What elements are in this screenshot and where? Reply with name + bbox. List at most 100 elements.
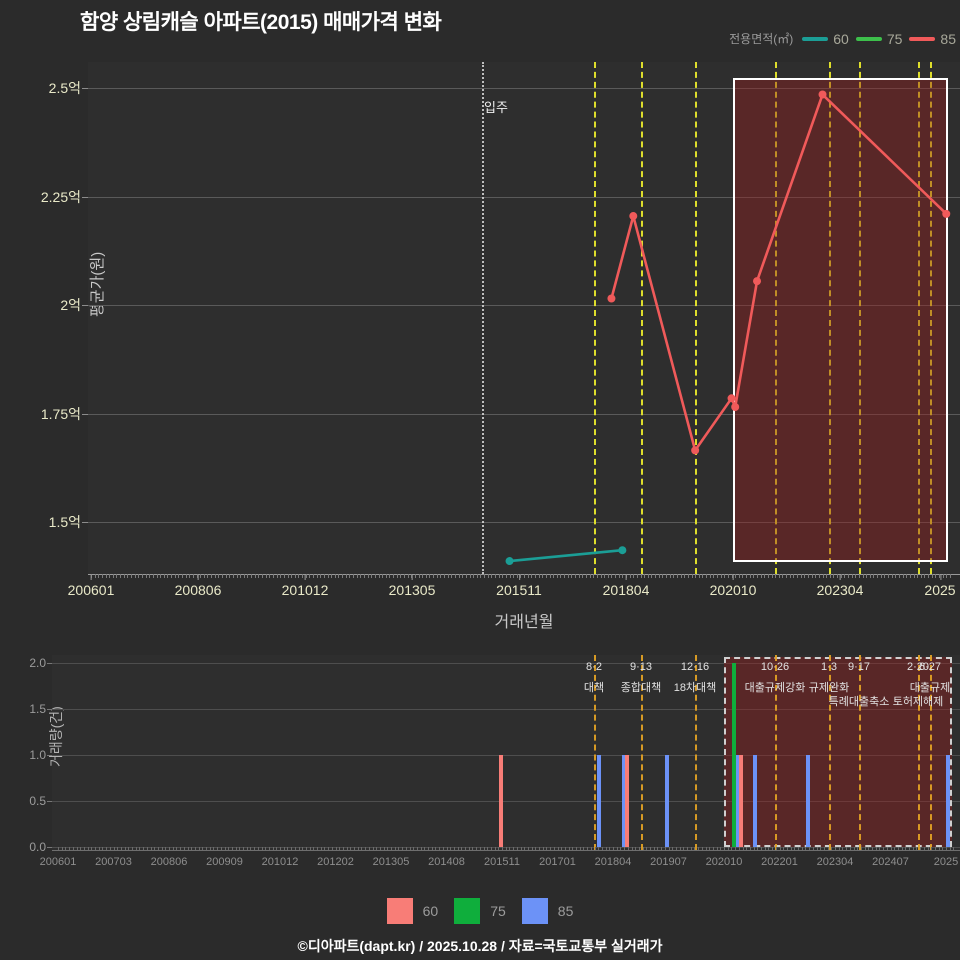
legend-swatch-60 (386, 898, 413, 924)
bottom-legend-item-60[interactable]: 60 (386, 898, 438, 924)
volume-x-tick: 201907 (650, 856, 687, 868)
volume-x-tick: 202407 (872, 856, 909, 868)
volume-bar[interactable] (625, 755, 629, 847)
price-y-tick: 2억 (60, 295, 88, 315)
top-legend-item-85[interactable]: 85 (909, 31, 956, 47)
price-x-minor-ticks (88, 574, 960, 578)
policy-vline-vol-6-27 (930, 655, 932, 850)
footer-credit: ©디아파트(dapt.kr) / 2025.10.28 / 자료=국토교통부 실… (297, 938, 663, 954)
price-y-tick: 2.5억 (49, 78, 89, 98)
volume-x-tick: 201511 (484, 856, 520, 868)
volume-x-tick: 201804 (594, 856, 632, 868)
volume-y-tick: 1.5 (29, 702, 52, 716)
policy-name-2-20: 토허제해제 (892, 696, 944, 708)
policy-date-8-2: 8·2 (586, 661, 602, 673)
policy-name-1-3: 규제완화 (808, 682, 850, 694)
volume-bar[interactable] (739, 755, 743, 847)
volume-bar[interactable] (665, 755, 669, 847)
volume-bar[interactable] (499, 755, 503, 847)
volume-bar[interactable] (732, 663, 736, 847)
volume-x-tick: 202010 (705, 856, 743, 868)
volume-bar[interactable] (946, 755, 950, 847)
price-point-85[interactable] (691, 446, 700, 455)
price-gridline (88, 522, 960, 523)
price-gridline (88, 88, 960, 89)
top-legend: 전용면적(㎡) 60 75 85 (729, 30, 956, 47)
price-y-tick: 1.5억 (49, 512, 89, 532)
price-series-svg (505, 90, 951, 566)
price-point-85[interactable] (731, 402, 740, 411)
volume-x-tick: 202304 (816, 856, 854, 868)
volume-y-tick: 0.0 (29, 840, 52, 854)
price-chart-plot-area: 평균가(원) 2.5억 2.25억 2억 1.75억 1.5억 입주 (41, 62, 960, 574)
volume-x-tick: 201305 (372, 856, 410, 868)
price-point-85[interactable] (629, 212, 638, 221)
price-point-85[interactable] (753, 277, 762, 286)
policy-vline-9-13 (641, 62, 643, 574)
volume-x-tick: 201012 (261, 856, 299, 868)
volume-bar[interactable] (753, 755, 757, 847)
price-x-axis-label: 거래년월 (494, 614, 554, 631)
move-in-annotation: 입주 (484, 100, 508, 115)
volume-gridline (52, 663, 960, 664)
top-legend-item-60[interactable]: 60 (802, 31, 849, 47)
legend-swatch-75 (454, 898, 481, 924)
price-x-axis-line (88, 574, 960, 575)
price-gridline (88, 305, 960, 306)
policy-vline-2-20 (918, 62, 920, 574)
price-x-tick: 200601 (67, 574, 115, 598)
bottom-legend-item-75[interactable]: 75 (454, 898, 506, 924)
price-point-85[interactable] (607, 294, 616, 303)
top-legend-label-85: 85 (940, 30, 956, 47)
legend-line-60 (802, 36, 829, 41)
legend-swatch-85 (521, 898, 548, 924)
price-x-tick: 201305 (388, 574, 436, 598)
policy-vline-vol-9-17 (859, 655, 861, 850)
policy-date-10-26: 10·26 (760, 661, 790, 673)
policy-vline-12-16 (695, 62, 697, 574)
volume-y-tick: 0.5 (29, 794, 52, 808)
volume-gridline (52, 801, 960, 802)
price-gridline (88, 413, 960, 415)
volume-x-tick: 201408 (428, 856, 465, 868)
legend-line-85 (909, 36, 936, 41)
price-x-tick: 200806 (174, 574, 222, 598)
policy-date-9-13: 9·13 (629, 661, 653, 673)
volume-bar[interactable] (622, 755, 626, 847)
volume-bar[interactable] (736, 755, 740, 847)
volume-bar[interactable] (597, 755, 601, 847)
volume-chart-plot-area: 거래량(건) 2.0 1.5 1.0 0.5 0.0 8·2 대책 9·13 종합대책 12·1… (29, 655, 960, 854)
price-point-85[interactable] (942, 209, 951, 218)
price-point-85[interactable] (727, 394, 736, 403)
bottom-legend-label-75: 75 (490, 903, 506, 919)
volume-gridline (52, 709, 960, 710)
volume-x-tick: 201202 (317, 856, 354, 868)
price-x-tick: 202010 (709, 574, 757, 598)
page-title: 함양 상림캐슬 아파트(2015) 매매가격 변화 (80, 11, 442, 34)
policy-vline-vol-2-20 (918, 655, 920, 850)
top-legend-label-60: 60 (833, 30, 849, 47)
policy-vline-vol-1-3 (829, 655, 831, 850)
policy-vline-10-26 (775, 62, 777, 574)
policy-date-9-17: 9·17 (847, 661, 871, 673)
price-point-60[interactable] (618, 546, 627, 555)
volume-x-tick: 2025 (933, 856, 959, 868)
policy-date-6-27: 6·27 (918, 661, 942, 673)
top-legend-item-75[interactable]: 75 (855, 31, 902, 47)
volume-x-minor-ticks (52, 847, 960, 850)
volume-x-axis-line (52, 850, 960, 851)
policy-vline-vol-10-26 (775, 655, 777, 850)
price-x-tick: 201804 (602, 574, 650, 598)
move-in-vline (482, 62, 484, 574)
price-point-60[interactable] (505, 557, 514, 566)
price-point-85[interactable] (818, 90, 827, 99)
top-legend-title: 전용면적(㎡) (729, 32, 794, 46)
price-x-axis: 200601 200806 201012 201305 201511 201804 2020… (68, 574, 960, 620)
policy-name-9-13: 종합대책 (620, 682, 662, 694)
policy-vline-vol-8-2 (594, 655, 596, 850)
price-x-tick: 201012 (281, 574, 329, 598)
volume-bar[interactable] (806, 755, 810, 847)
bottom-legend: 60 75 85 (0, 898, 960, 924)
policy-vline-vol-12-16 (695, 655, 697, 850)
bottom-legend-item-85[interactable]: 85 (521, 898, 573, 924)
